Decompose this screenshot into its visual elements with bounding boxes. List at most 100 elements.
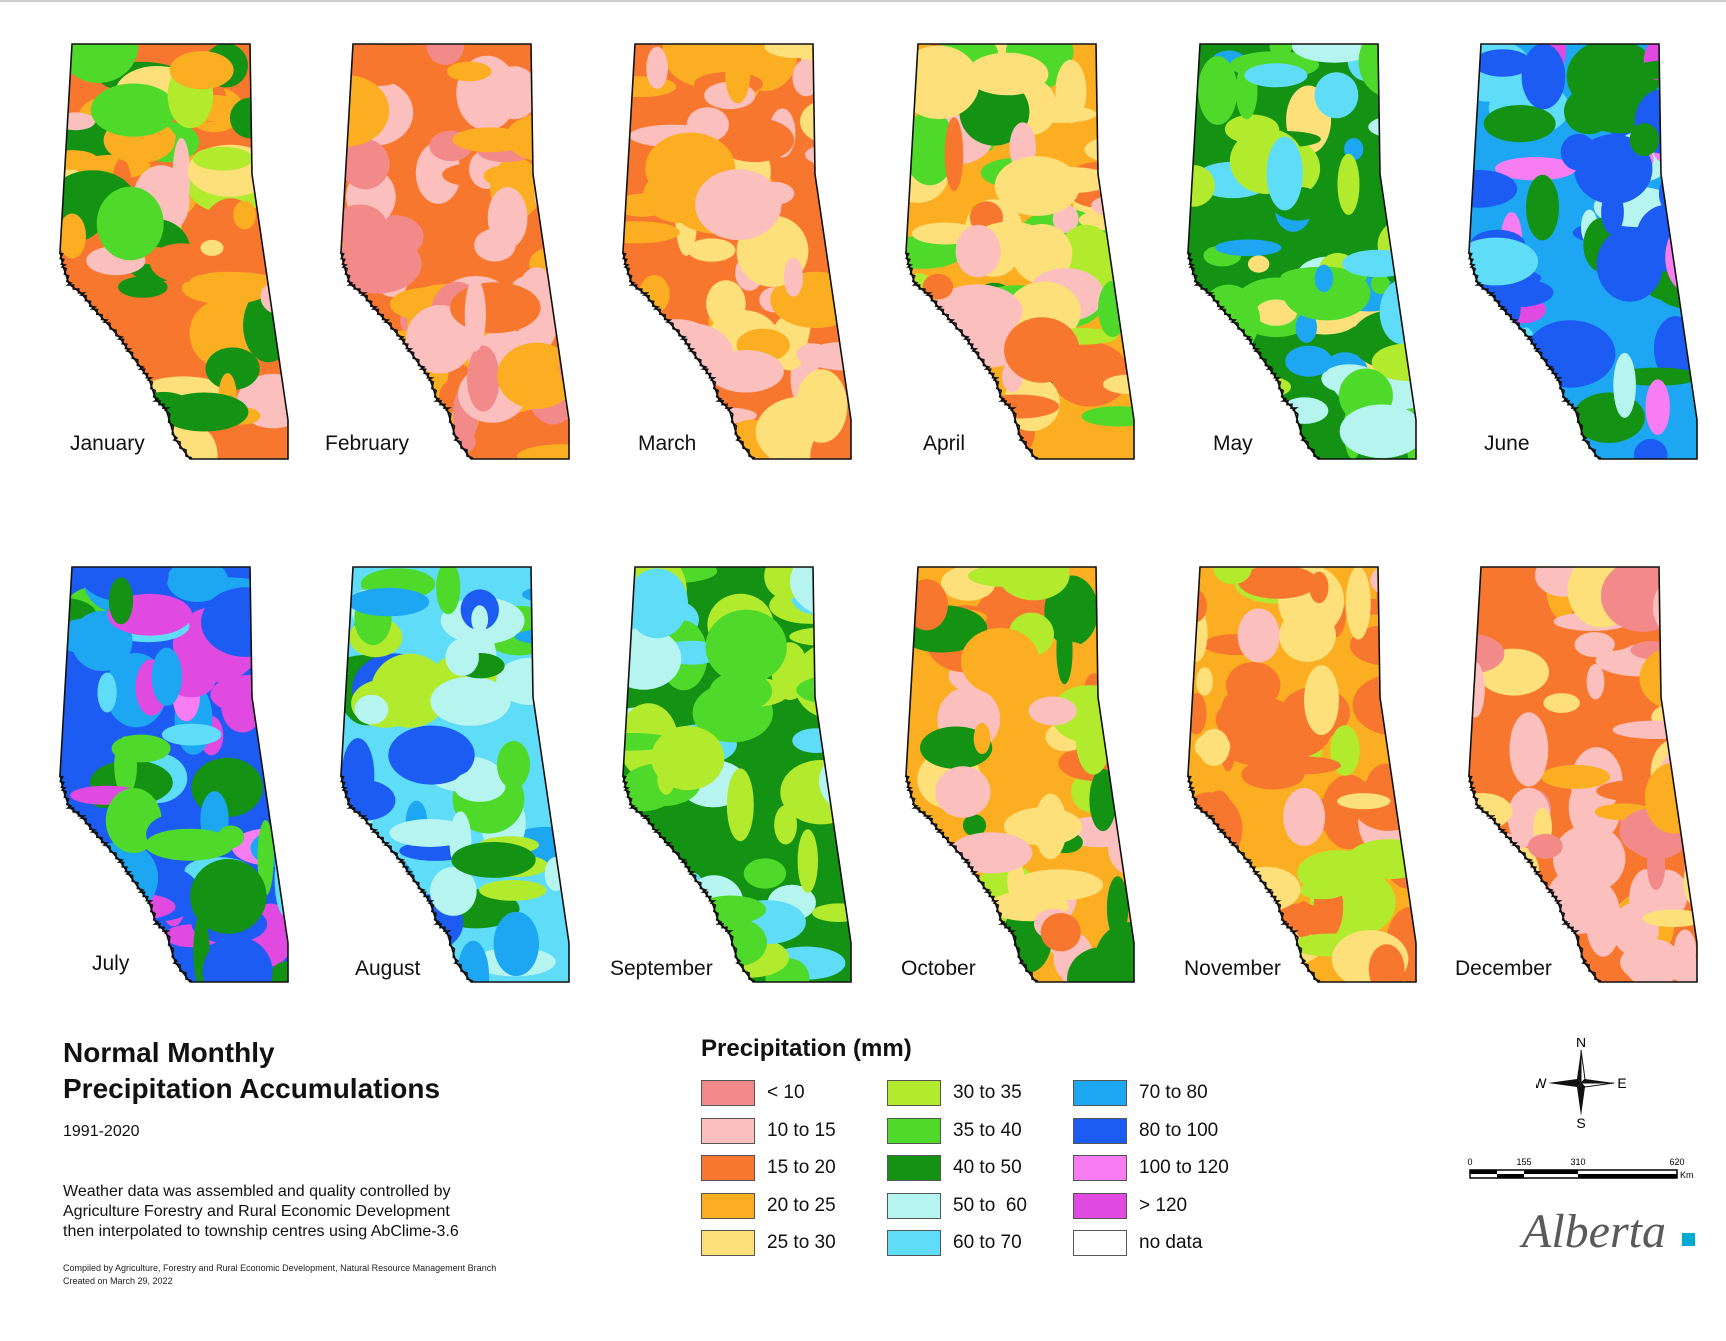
precip-zone bbox=[172, 137, 191, 212]
precip-zone bbox=[1642, 909, 1697, 928]
precip-zone bbox=[388, 725, 475, 785]
precip-zone bbox=[60, 388, 109, 430]
province-shape bbox=[58, 43, 289, 460]
precip-zone bbox=[517, 444, 569, 459]
province-shape bbox=[1186, 566, 1417, 983]
month-label: December bbox=[1455, 957, 1552, 980]
precip-zone bbox=[445, 638, 479, 677]
precip-zone bbox=[634, 334, 688, 356]
description-line: then interpolated to township centres us… bbox=[63, 1223, 459, 1240]
precip-zone bbox=[60, 862, 114, 886]
precip-zone bbox=[796, 674, 851, 706]
precip-zone bbox=[976, 394, 1060, 419]
scale-tick-label: 310 bbox=[1570, 1157, 1585, 1167]
precip-zone bbox=[994, 156, 1080, 216]
precip-zone bbox=[764, 44, 828, 59]
precip-zone bbox=[270, 961, 288, 982]
precip-zone bbox=[695, 169, 782, 240]
top-border-line bbox=[0, 0, 1726, 2]
precip-zone bbox=[1473, 49, 1532, 77]
precip-zone bbox=[1257, 756, 1341, 775]
precip-zone bbox=[426, 44, 465, 65]
precip-zone bbox=[1384, 87, 1407, 139]
precip-zone bbox=[1370, 273, 1390, 295]
precip-zone bbox=[257, 820, 274, 896]
precip-zone bbox=[1279, 609, 1336, 662]
precip-zone bbox=[1089, 768, 1117, 832]
precip-zone bbox=[341, 234, 422, 294]
precip-zone bbox=[60, 830, 107, 870]
precip-zone bbox=[1495, 157, 1577, 181]
precip-zone bbox=[1314, 72, 1359, 119]
precip-zone bbox=[1028, 696, 1077, 726]
legend-label: 60 to 70 bbox=[953, 1232, 1022, 1253]
precip-zone bbox=[1658, 165, 1697, 223]
province-shape bbox=[339, 43, 570, 460]
precip-zone bbox=[554, 567, 569, 595]
precip-zone bbox=[1215, 695, 1296, 743]
precip-zone bbox=[1620, 942, 1683, 982]
precip-zone bbox=[1544, 883, 1565, 958]
precip-zone bbox=[1493, 871, 1538, 923]
precip-zone bbox=[190, 272, 276, 290]
description-line: Agriculture Forestry and Rural Economic … bbox=[63, 1203, 450, 1220]
precip-zone bbox=[1337, 793, 1391, 810]
western-border bbox=[339, 775, 474, 982]
precip-zone bbox=[1352, 674, 1416, 736]
province-shape bbox=[904, 43, 1135, 460]
precip-zone bbox=[1192, 850, 1232, 884]
legend-label: 35 to 40 bbox=[953, 1119, 1022, 1141]
western-border bbox=[1467, 775, 1602, 982]
precip-zone bbox=[1469, 856, 1500, 919]
precip-zone bbox=[1052, 204, 1079, 233]
month-map-october: October bbox=[901, 566, 1136, 983]
precip-zone bbox=[1347, 839, 1416, 880]
precip-zone bbox=[341, 893, 390, 919]
precip-zone bbox=[1266, 136, 1303, 211]
western-border bbox=[58, 775, 193, 982]
precip-zone bbox=[795, 369, 848, 443]
legend-label: 80 to 100 bbox=[1139, 1119, 1219, 1141]
legend-swatch bbox=[701, 1155, 755, 1181]
precip-zone bbox=[906, 110, 956, 186]
legend-swatch bbox=[887, 1155, 941, 1181]
precip-zone bbox=[966, 52, 1049, 96]
precip-zone bbox=[90, 83, 177, 137]
precip-zone bbox=[1283, 788, 1326, 846]
scale-tick-label: 155 bbox=[1516, 1157, 1531, 1167]
month-map-march: March bbox=[621, 43, 853, 460]
precip-zone bbox=[805, 145, 848, 165]
precip-zone bbox=[490, 66, 539, 120]
precip-zone bbox=[1368, 115, 1416, 139]
month-label: March bbox=[638, 432, 697, 455]
precip-zone bbox=[623, 382, 659, 418]
precip-zone bbox=[706, 280, 746, 328]
precip-zone bbox=[190, 859, 267, 934]
precip-zone bbox=[341, 845, 398, 865]
precip-zone bbox=[705, 609, 787, 684]
precip-zone bbox=[544, 721, 569, 766]
legend-swatch bbox=[1073, 1192, 1127, 1219]
precip-zone bbox=[145, 828, 235, 861]
precip-zone bbox=[1098, 657, 1134, 725]
precip-zone bbox=[1634, 438, 1668, 459]
precip-zone bbox=[341, 861, 401, 937]
precip-zone bbox=[1574, 632, 1615, 658]
precip-zone bbox=[201, 587, 288, 657]
precip-zone bbox=[464, 277, 486, 352]
precip-zone bbox=[1379, 279, 1416, 345]
precip-zone bbox=[651, 725, 725, 791]
precip-zone bbox=[623, 733, 676, 751]
precip-zone bbox=[811, 665, 851, 718]
precip-zone bbox=[812, 137, 846, 176]
precip-zone bbox=[1629, 123, 1659, 157]
precip-zone bbox=[789, 627, 851, 647]
precip-zone bbox=[341, 139, 390, 190]
precip-zone bbox=[471, 605, 489, 634]
legend-label: 10 to 15 bbox=[767, 1119, 836, 1141]
precip-zone bbox=[452, 127, 529, 153]
precip-zone bbox=[1342, 249, 1413, 278]
precip-zone bbox=[1543, 693, 1580, 713]
logo-wordmark: Alberta bbox=[1519, 1205, 1666, 1258]
precip-zone bbox=[1196, 667, 1213, 696]
